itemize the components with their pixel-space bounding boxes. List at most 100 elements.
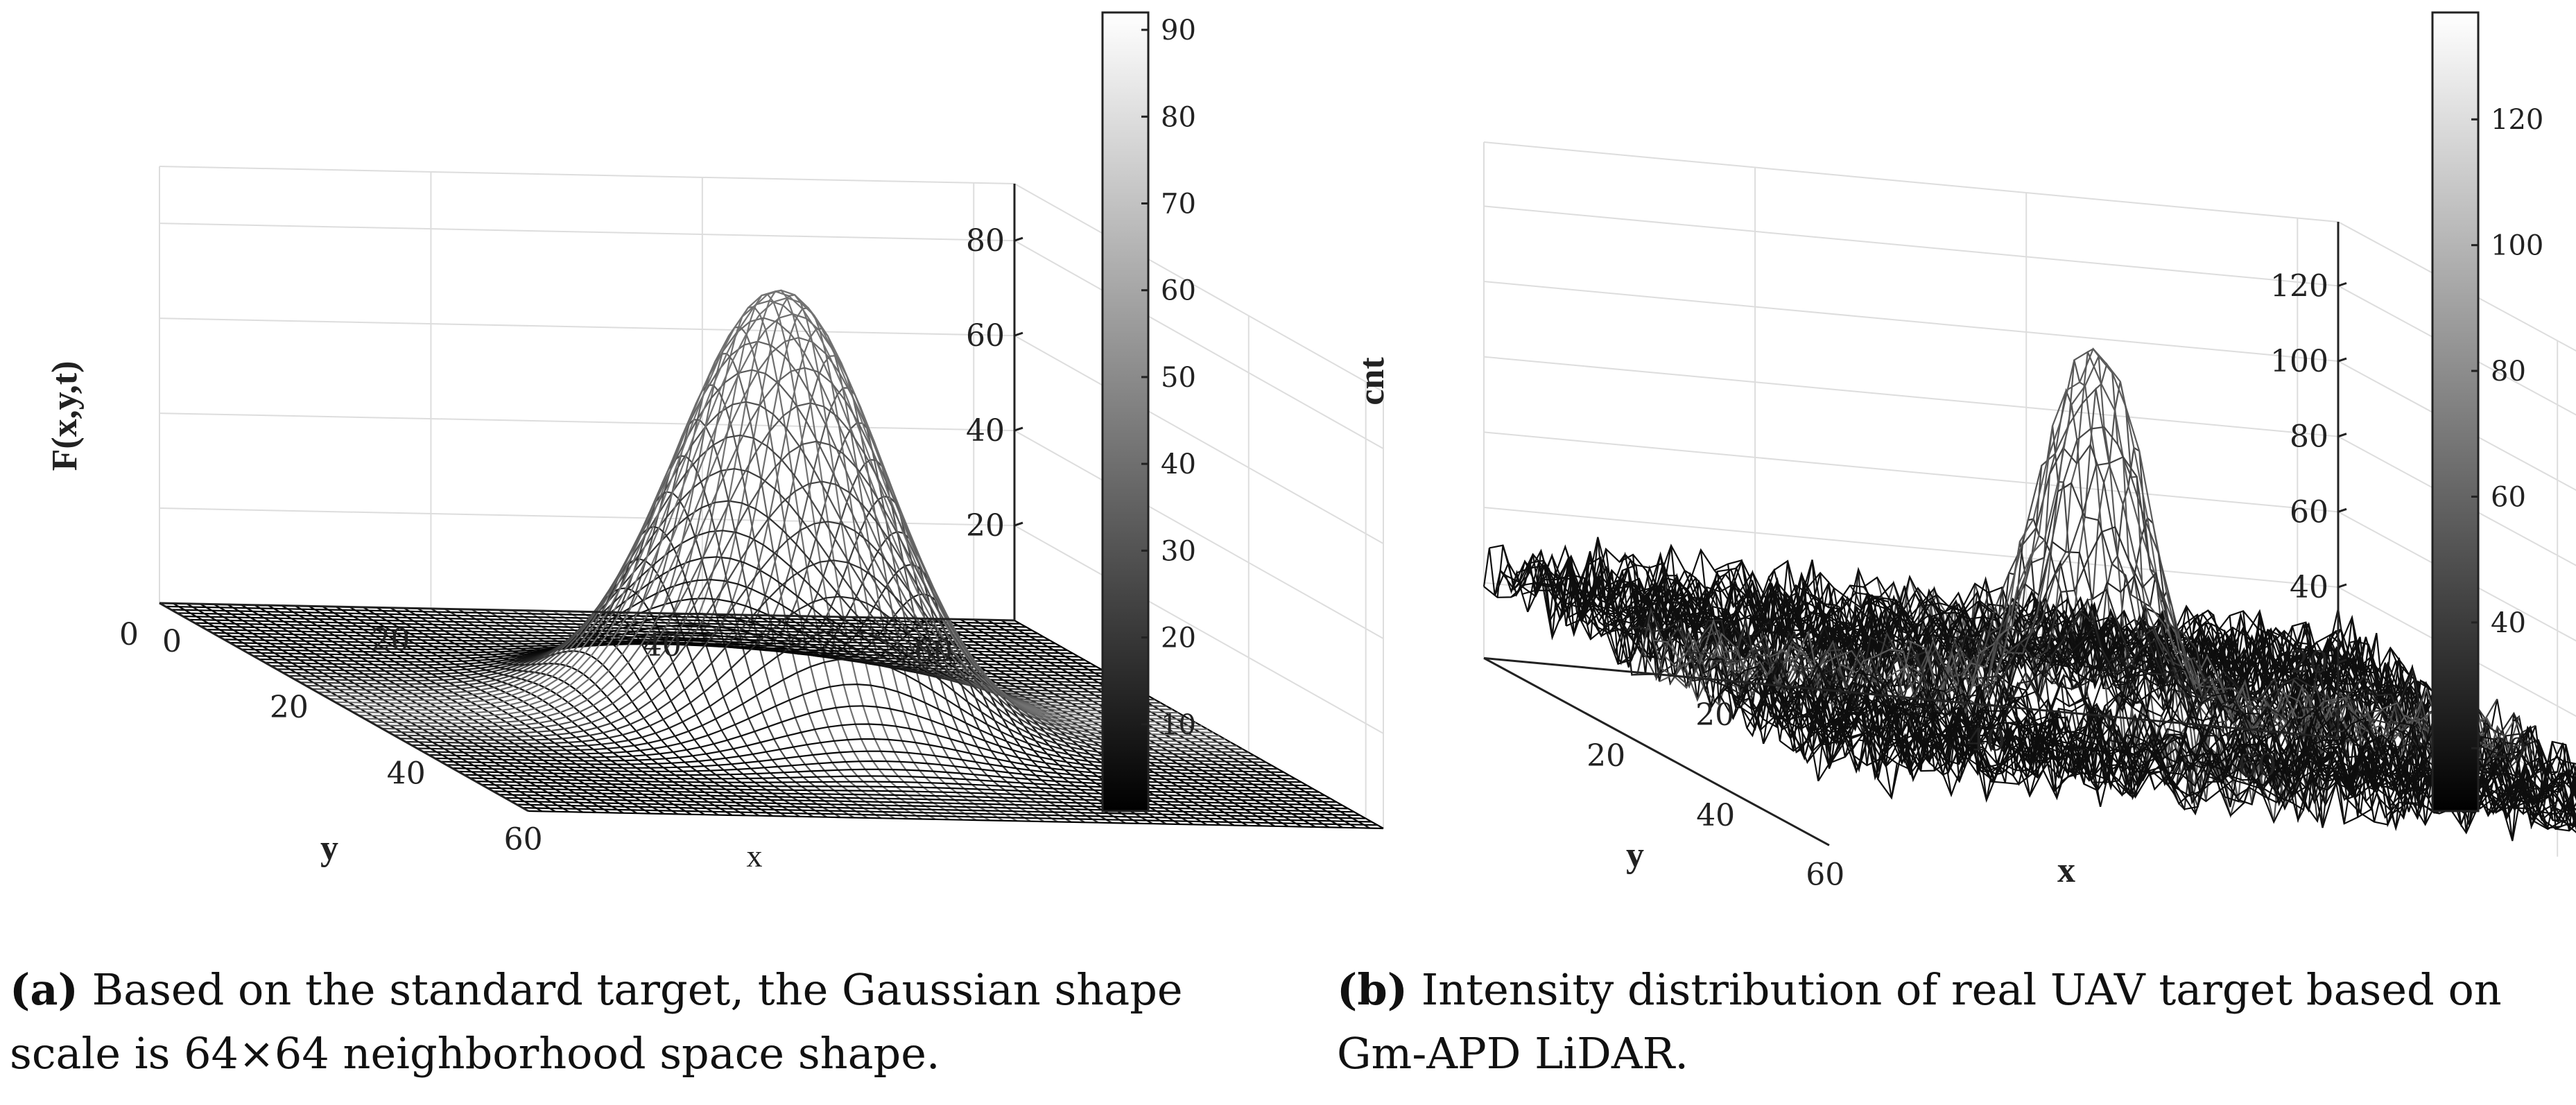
plot-b-axes xyxy=(1483,222,2347,846)
plot-a-tick-labels: 20 40 60 80 0 20 40 60 0 20 40 60 xyxy=(119,223,1005,858)
mesh-line-y xyxy=(335,606,705,816)
mesh-line-y xyxy=(281,604,651,815)
y-tick-label: 40 xyxy=(1966,722,2005,758)
mesh-line-x xyxy=(487,787,1342,806)
plot-a-colorbar-bar xyxy=(1101,11,1150,812)
caption-b: (b) Intensity distribution of real UAV t… xyxy=(1337,958,2571,1086)
colorbar-tick-label: 70 xyxy=(1161,188,1196,220)
mesh-line-y xyxy=(390,607,760,817)
mesh-line-x xyxy=(1823,719,2576,828)
mesh-line-x xyxy=(464,774,1320,793)
colorbar-tick-label: 90 xyxy=(1161,15,1196,46)
mesh-line-x xyxy=(517,803,1372,823)
mesh-line-x xyxy=(323,340,1179,714)
caption-a: (a) Based on the standard target, the Ga… xyxy=(10,958,1251,1086)
mesh-line-x xyxy=(1828,730,2576,830)
z-tick-label: 100 xyxy=(2270,344,2328,379)
x-tick-label: 20 xyxy=(270,690,309,725)
plot-b-surface-mesh xyxy=(1483,347,2576,842)
mesh-line-x xyxy=(294,500,1150,697)
mesh-line-y xyxy=(878,617,1248,826)
caption-a-text: Based on the standard target, the Gaussi… xyxy=(10,964,1183,1079)
mesh-line-x xyxy=(493,790,1349,810)
mesh-line-y xyxy=(498,455,868,819)
z-tick-mark xyxy=(1014,331,1023,337)
mesh-line-y xyxy=(186,602,556,812)
y-tick-label: 0 xyxy=(119,617,139,652)
mesh-line-y xyxy=(987,619,1357,829)
mesh-line-x xyxy=(510,800,1366,819)
y-tick-label: 40 xyxy=(643,628,682,663)
x-tick-label: 60 xyxy=(1806,857,1844,892)
mesh-line-y xyxy=(240,604,610,814)
mesh-line-y xyxy=(485,491,855,819)
top-gridline xyxy=(1483,141,2576,352)
x-tick-label: 40 xyxy=(1696,798,1735,833)
mesh-line-y xyxy=(566,306,936,820)
z-tick-mark xyxy=(1014,521,1023,527)
z-tick-label: 40 xyxy=(2290,570,2328,605)
mesh-line-x xyxy=(1620,600,2476,743)
mesh-line-y xyxy=(227,604,597,813)
mesh-line-x xyxy=(446,750,1302,783)
mesh-line-y xyxy=(715,530,1085,824)
z-tick-mark xyxy=(2337,583,2347,589)
mesh-line-x xyxy=(1817,719,2576,828)
caption-b-label: (b) xyxy=(1337,964,1408,1015)
colorbar-tick-label: 50 xyxy=(1161,362,1196,394)
mesh-line-x xyxy=(177,612,1032,632)
z-gridline xyxy=(1483,281,2576,491)
mesh-line-x xyxy=(458,768,1313,790)
top-gridline xyxy=(159,166,1384,392)
colorbar-tick-label: 40 xyxy=(2491,607,2526,639)
mesh-line-y xyxy=(403,607,773,817)
caption-a-label: (a) xyxy=(10,964,78,1015)
mesh-line-x xyxy=(452,760,1308,787)
mesh-line-x xyxy=(311,401,1167,707)
z-tick-mark xyxy=(1014,426,1023,432)
x-tick-label: 60 xyxy=(504,822,543,858)
colorbar-tick-label: 60 xyxy=(2491,481,2526,513)
mesh-line-x xyxy=(1806,706,2576,842)
mesh-line-x xyxy=(182,615,1038,635)
colorbar-tick-label: 80 xyxy=(1161,101,1196,133)
mesh-line-x xyxy=(306,434,1161,704)
mesh-line-x xyxy=(335,299,1191,720)
mesh-line-y xyxy=(363,607,733,816)
plot-b-y-axis-label: y xyxy=(1626,835,1644,875)
mesh-line-x xyxy=(352,297,1208,731)
plot-b-3d-surface: 20 40 60 80 100 120 20 40 60 20 40 60 cnt y x xyxy=(1352,141,2576,892)
plot-b-tick-labels: 20 40 60 80 100 120 20 40 60 20 40 60 xyxy=(1587,268,2328,892)
mesh-line-x xyxy=(381,440,1237,747)
mesh-line-y xyxy=(973,618,1343,828)
mesh-line-y xyxy=(200,603,570,813)
plot-a-y-axis-label: y xyxy=(320,828,338,868)
mesh-line-x xyxy=(1560,577,2416,701)
mesh-line-y xyxy=(322,605,692,815)
mesh-line-y xyxy=(173,602,543,812)
mesh-line-y xyxy=(308,605,678,815)
z-tick-mark xyxy=(2337,357,2347,363)
mesh-line-y xyxy=(295,605,665,815)
plot-b-x-axis-label: x xyxy=(2057,851,2075,890)
mesh-line-x xyxy=(469,777,1325,797)
mesh-line-x xyxy=(241,641,1097,668)
plot-a-axes xyxy=(159,184,1023,812)
colorbar-tick-label: 20 xyxy=(2491,733,2526,765)
mesh-line-x xyxy=(481,783,1337,803)
plot-b-z-axis-label: cnt xyxy=(1352,357,1392,406)
mesh-line-x xyxy=(522,807,1378,826)
mesh-line-x xyxy=(505,797,1360,817)
x-tick-label: 0 xyxy=(162,624,182,659)
mesh-line-y xyxy=(471,525,841,819)
y-tick-label: 20 xyxy=(1695,697,1734,733)
colorbar-tick-label: 40 xyxy=(1161,449,1196,480)
plot-b-colorbar: 20 40 60 80 100 120 xyxy=(2431,11,2543,812)
mesh-line-y xyxy=(675,422,1045,823)
z-tick-label: 20 xyxy=(966,508,1005,543)
colorbar-tick-label: 20 xyxy=(1161,623,1196,654)
mesh-line-y xyxy=(349,606,719,816)
z-tick-mark xyxy=(2337,507,2347,513)
mesh-line-x xyxy=(347,289,1202,727)
mesh-line-y xyxy=(444,587,814,818)
